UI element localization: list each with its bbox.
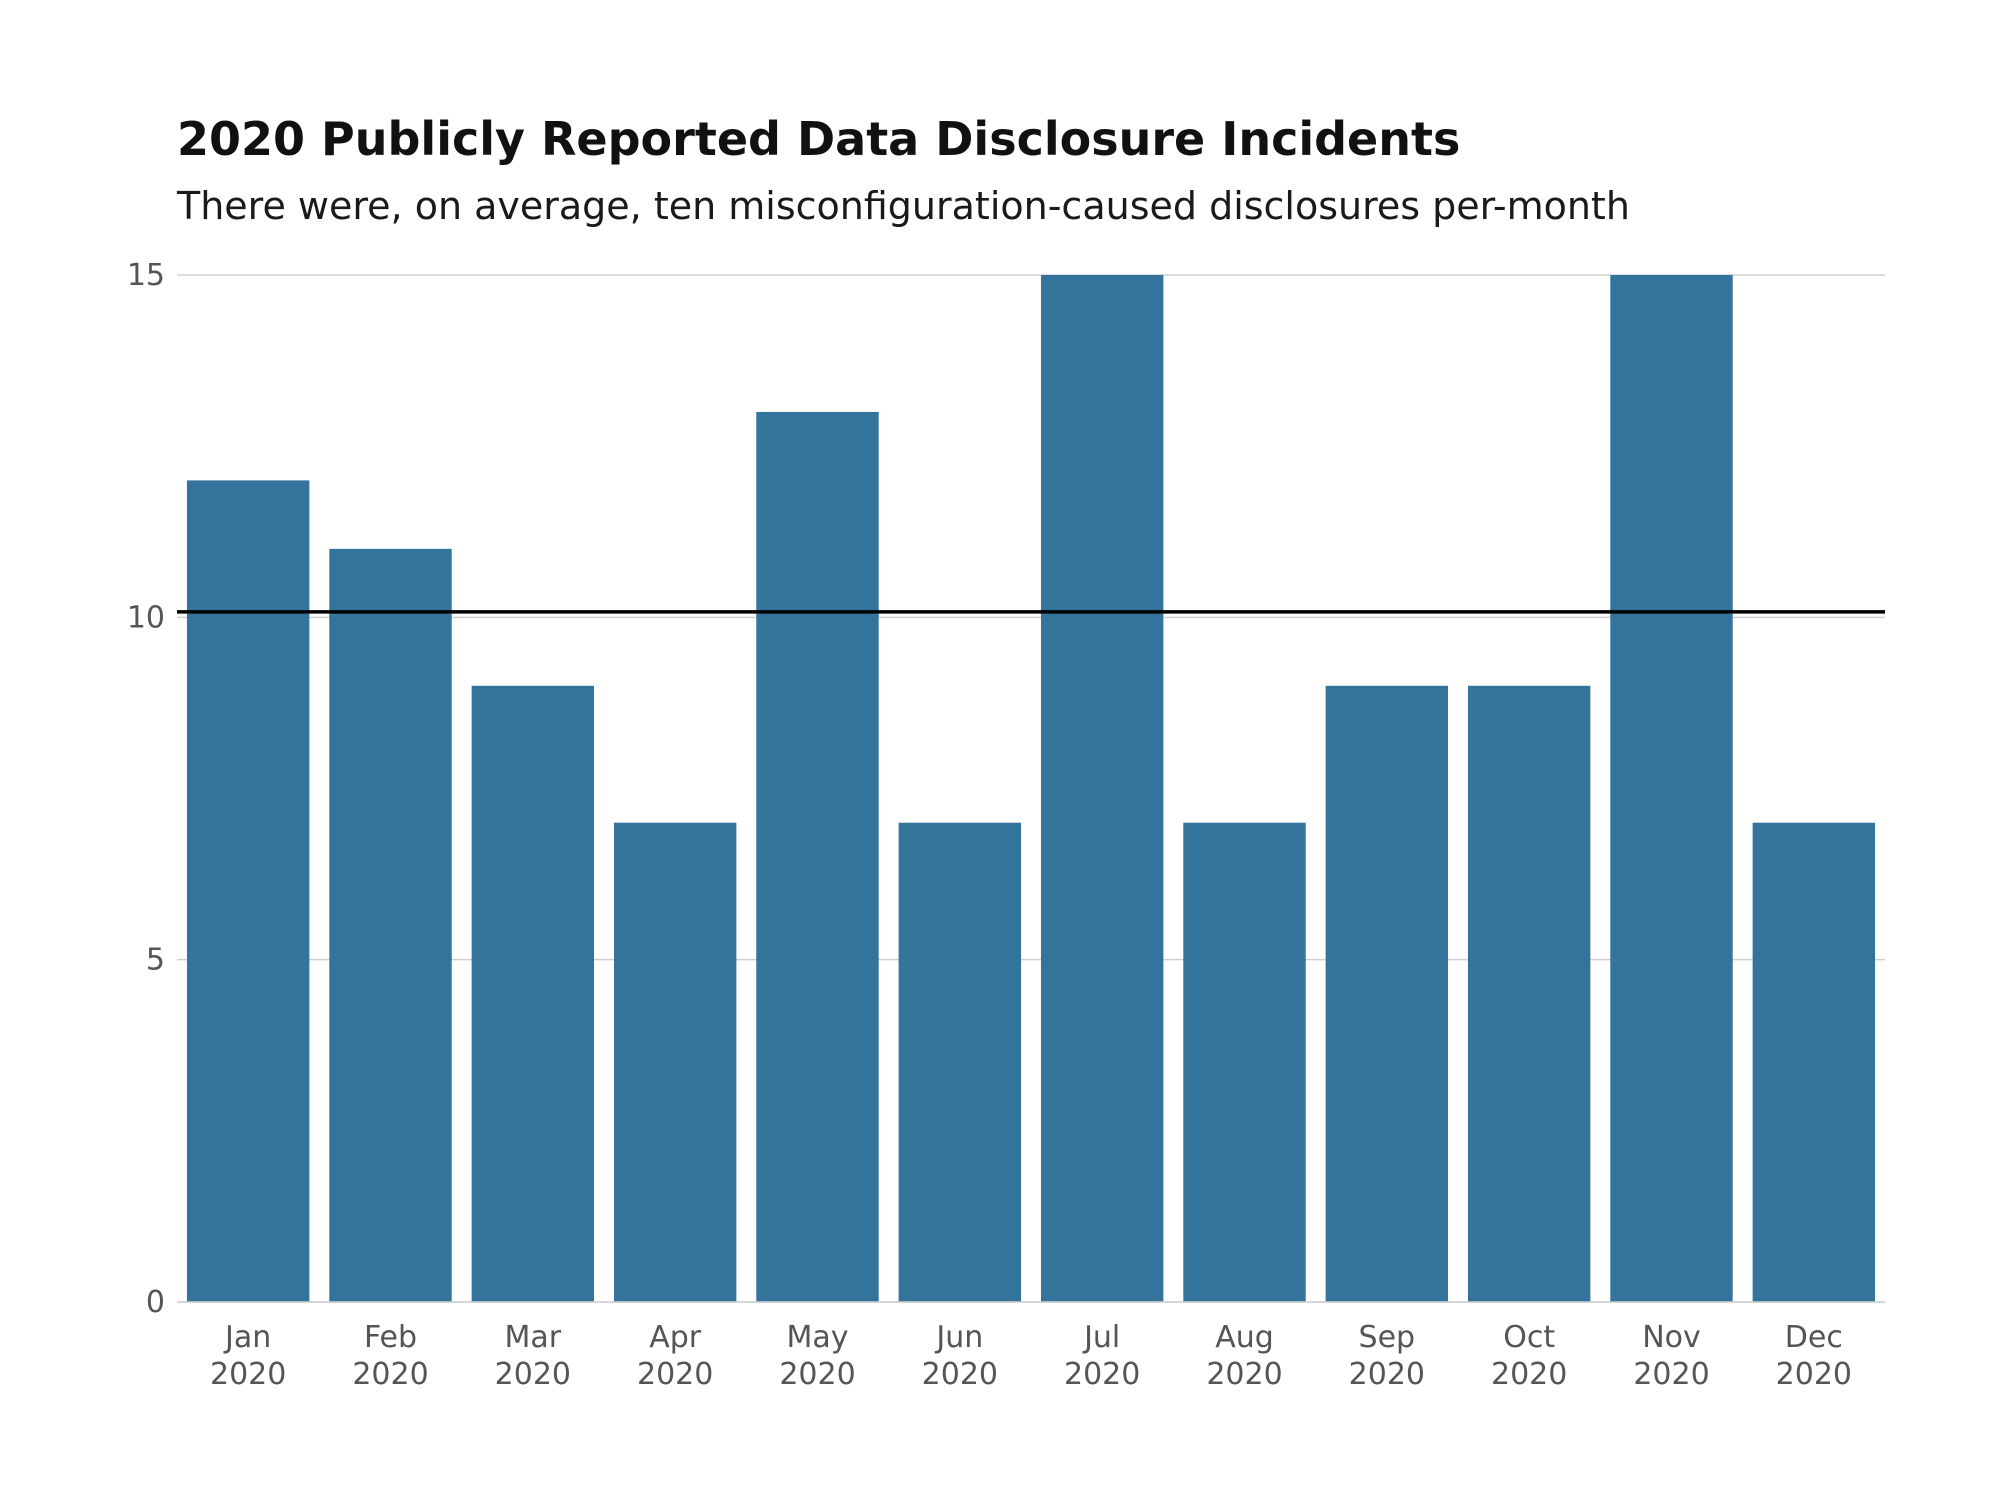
- x-tick-month: Jun: [934, 1320, 983, 1355]
- y-tick-label: 15: [127, 258, 165, 293]
- x-tick-year: 2020: [1633, 1357, 1709, 1392]
- x-tick-month: Feb: [364, 1320, 417, 1355]
- x-tick-year: 2020: [352, 1357, 428, 1392]
- bar-apr: [613, 822, 737, 1302]
- x-tick-year: 2020: [922, 1357, 998, 1392]
- x-tick-year: 2020: [1491, 1357, 1567, 1392]
- bar-jul: [1040, 275, 1164, 1302]
- bar-jun: [898, 822, 1022, 1302]
- bar-jan: [186, 480, 310, 1302]
- bar-nov: [1610, 275, 1733, 1302]
- x-tick-month: Dec: [1785, 1320, 1843, 1355]
- x-tick-month: Nov: [1642, 1320, 1701, 1355]
- x-tick-year: 2020: [637, 1357, 713, 1392]
- x-tick-month: Apr: [649, 1320, 702, 1355]
- y-tick-label: 0: [146, 1285, 165, 1320]
- y-axis-ticks: 0 5 10 15: [127, 258, 165, 1320]
- x-tick-year: 2020: [495, 1357, 571, 1392]
- bar-oct: [1467, 685, 1591, 1302]
- x-tick-month: Mar: [505, 1320, 562, 1355]
- bar-sep: [1325, 685, 1449, 1302]
- bar-aug: [1183, 822, 1306, 1302]
- bar-mar: [471, 685, 595, 1302]
- x-tick-year: 2020: [1064, 1357, 1140, 1392]
- chart-subtitle: There were, on average, ten misconfigura…: [177, 184, 1630, 228]
- y-tick-label: 5: [146, 943, 165, 978]
- x-tick-month: Jul: [1082, 1320, 1120, 1355]
- y-tick-label: 10: [127, 600, 165, 635]
- chart-title: 2020 Publicly Reported Data Disclosure I…: [177, 112, 1461, 166]
- x-tick-year: 2020: [779, 1357, 855, 1392]
- x-tick-month: Sep: [1359, 1320, 1416, 1355]
- x-tick-month: Jan: [223, 1320, 271, 1355]
- x-tick-month: May: [786, 1320, 848, 1355]
- x-tick-year: 2020: [210, 1357, 286, 1392]
- bars: [177, 275, 1885, 1303]
- x-axis-ticks: Jan2020Feb2020Mar2020Apr2020May2020Jun20…: [210, 1320, 1852, 1392]
- x-tick-year: 2020: [1349, 1357, 1425, 1392]
- x-tick-month: Oct: [1503, 1320, 1555, 1355]
- bar-feb: [329, 548, 452, 1302]
- bar-may: [756, 411, 879, 1302]
- x-tick-month: Aug: [1215, 1320, 1274, 1355]
- x-tick-year: 2020: [1776, 1357, 1852, 1392]
- bar-dec: [1752, 822, 1876, 1302]
- x-tick-year: 2020: [1206, 1357, 1282, 1392]
